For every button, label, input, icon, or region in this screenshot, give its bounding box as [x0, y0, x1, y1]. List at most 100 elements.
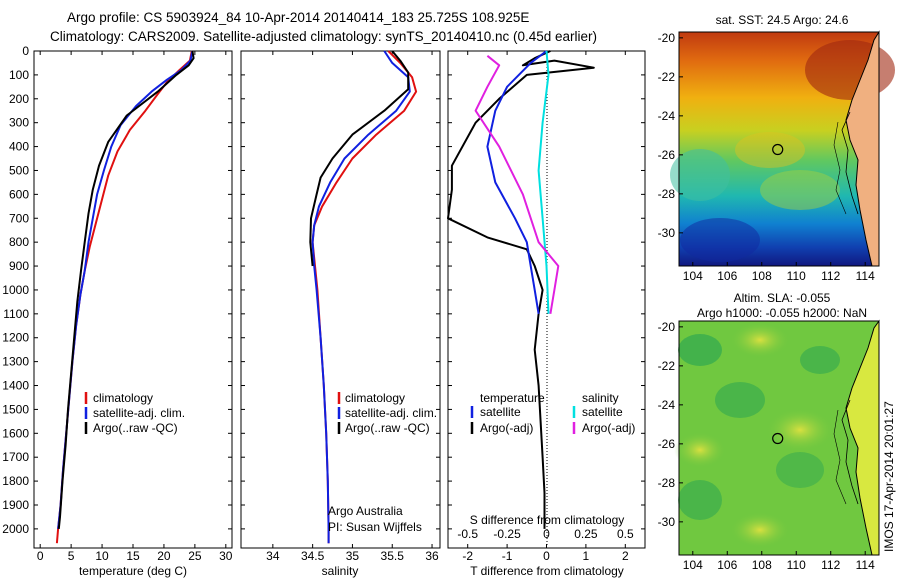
- temperature-panel: [33, 50, 233, 549]
- depth-tick-label: 1400: [2, 379, 29, 393]
- difference-x-ticks: -2 -1 0 1 2 -0.5 -0.25 0 0.25 0.5: [457, 51, 634, 563]
- annotation-pi: PI: Susan Wijffels: [328, 520, 422, 534]
- difference-legend: temperature satellite Argo(-adj) salinit…: [470, 391, 635, 435]
- legend-s-satellite: satellite: [582, 405, 623, 419]
- depth-tick-label: 1700: [2, 450, 29, 464]
- map-x-tick-label: 108: [752, 558, 772, 572]
- map-x-tick-label: 114: [856, 558, 875, 572]
- sst-map: [670, 30, 895, 267]
- figure-title-line1: Argo profile: CS 5903924_84 10-Apr-2014 …: [67, 10, 529, 25]
- map-y-tick-label: -24: [658, 398, 676, 412]
- depth-tick-label: 1100: [3, 307, 29, 321]
- map-x-tick-label: 112: [821, 558, 840, 572]
- legend-t-argo: Argo(-adj): [480, 421, 533, 435]
- salinity-series: [309, 50, 418, 544]
- map-y-tick-label: -24: [658, 109, 676, 123]
- x-tick-label: -1: [502, 549, 513, 563]
- depth-tick-label: 800: [9, 235, 29, 249]
- sla-land: [845, 319, 880, 556]
- annotation-argo-australia: Argo Australia: [328, 504, 403, 518]
- map-x-tick-label: 104: [683, 558, 703, 572]
- map-y-tick-label: -28: [658, 476, 676, 490]
- series-line-2: [57, 50, 195, 529]
- difference-series: [447, 50, 595, 529]
- map-y-tick-label: -26: [658, 437, 676, 451]
- depth-tick-label: 300: [9, 116, 29, 130]
- x-tick-label: 20: [157, 549, 171, 563]
- sst-argo-location-marker: [772, 143, 784, 156]
- x-tick-label: 34: [266, 549, 280, 563]
- legend-salinity-head: salinity: [582, 391, 619, 405]
- map-x-tick-label: 114: [856, 269, 875, 283]
- legend-argo: Argo(..raw -QC): [93, 421, 178, 435]
- x-tick-label: 0: [37, 549, 44, 563]
- legend-climatology: climatology: [345, 391, 405, 405]
- sst-land: [845, 30, 880, 267]
- map-y-tick-label: -22: [658, 359, 676, 373]
- series-line-1: [486, 50, 548, 314]
- legend-satellite-adj: satellite-adj. clim.: [93, 406, 185, 420]
- sla-map: [674, 319, 880, 556]
- legend-s-argo: Argo(-adj): [582, 421, 635, 435]
- series-line-1: [311, 50, 411, 544]
- x-tick-label: 36: [425, 549, 439, 563]
- depth-tick-label: 1000: [2, 283, 29, 297]
- sla-map-title2: Argo h1000: -0.055 h2000: NaN: [697, 306, 867, 320]
- depth-tick-label: 0: [22, 44, 29, 58]
- depth-tick-label: 700: [9, 211, 29, 225]
- depth-ticks: 0 100 200 300 400 500 600 700 800 900 1000 1100 1200…: [2, 44, 645, 536]
- series-line-3: [474, 55, 560, 314]
- sla-map-ticks: 104 106 108 110 112 114 -20 -22 -24 -26 -28 -30: [658, 320, 875, 572]
- depth-tick-label: 2000: [2, 522, 29, 536]
- x-tick-label: 35: [346, 549, 360, 563]
- depth-tick-label: 500: [9, 163, 29, 177]
- difference-xlabel: T difference from climatology: [470, 564, 624, 578]
- map-x-tick-label: 108: [752, 269, 772, 283]
- x-tick-label: 34.5: [301, 549, 325, 563]
- map-y-tick-label: -26: [658, 148, 676, 162]
- x-tick-label: 35.5: [381, 549, 405, 563]
- map-y-tick-label: -20: [658, 320, 676, 334]
- map-y-tick-label: -22: [658, 70, 676, 84]
- depth-tick-label: 1800: [2, 474, 29, 488]
- x-tick-label: 25: [188, 549, 202, 563]
- x-tick-label: 2: [622, 549, 629, 563]
- x-tick-label: 5: [68, 549, 75, 563]
- map-x-tick-label: 110: [787, 269, 806, 283]
- map-y-tick-label: -30: [658, 226, 676, 240]
- sst-map-ticks: 104 106 108 110 112 114 -20 -22 -24 -26 -28 -30: [658, 31, 875, 283]
- sla-argo-location-marker: [772, 432, 784, 445]
- legend-satellite-adj: satellite-adj. clim.: [345, 406, 437, 420]
- map-x-tick-label: 106: [717, 558, 737, 572]
- salinity-xlabel: salinity: [322, 564, 359, 578]
- difference-xlabel2: S difference from climatology: [470, 513, 625, 527]
- depth-tick-label: 200: [9, 92, 29, 106]
- salinity-panel: [240, 50, 441, 549]
- series-line-2: [537, 50, 550, 314]
- legend-climatology: climatology: [93, 391, 153, 405]
- s-tick-label: -0.5: [457, 527, 478, 541]
- x-tick-label: 1: [583, 549, 590, 563]
- s-tick-label: 0.25: [574, 527, 598, 541]
- depth-tick-label: 1200: [2, 331, 29, 345]
- s-tick-label: 0: [543, 527, 550, 541]
- temperature-legend: climatology satellite-adj. clim. Argo(..…: [84, 391, 185, 435]
- s-tick-label: -0.25: [493, 527, 521, 541]
- depth-tick-label: 1900: [2, 498, 29, 512]
- map-x-tick-label: 110: [787, 558, 806, 572]
- depth-tick-label: 900: [9, 259, 29, 273]
- legend-temperature-head: temperature: [480, 391, 545, 405]
- depth-tick-label: 600: [9, 187, 29, 201]
- temperature-x-ticks: 0 5 10 15 20 25 30: [37, 51, 233, 563]
- depth-tick-label: 100: [9, 68, 29, 82]
- x-tick-label: 30: [219, 549, 233, 563]
- temperature-series: [55, 50, 195, 544]
- depth-tick-label: 1300: [2, 355, 29, 369]
- series-line-2: [309, 50, 410, 267]
- sla-map-title: Altim. SLA: -0.055: [734, 291, 831, 305]
- map-y-tick-label: -20: [658, 31, 676, 45]
- sst-map-title: sat. SST: 24.5 Argo: 24.6: [716, 13, 849, 27]
- depth-tick-label: 400: [9, 140, 29, 154]
- legend-t-satellite: satellite: [480, 405, 521, 419]
